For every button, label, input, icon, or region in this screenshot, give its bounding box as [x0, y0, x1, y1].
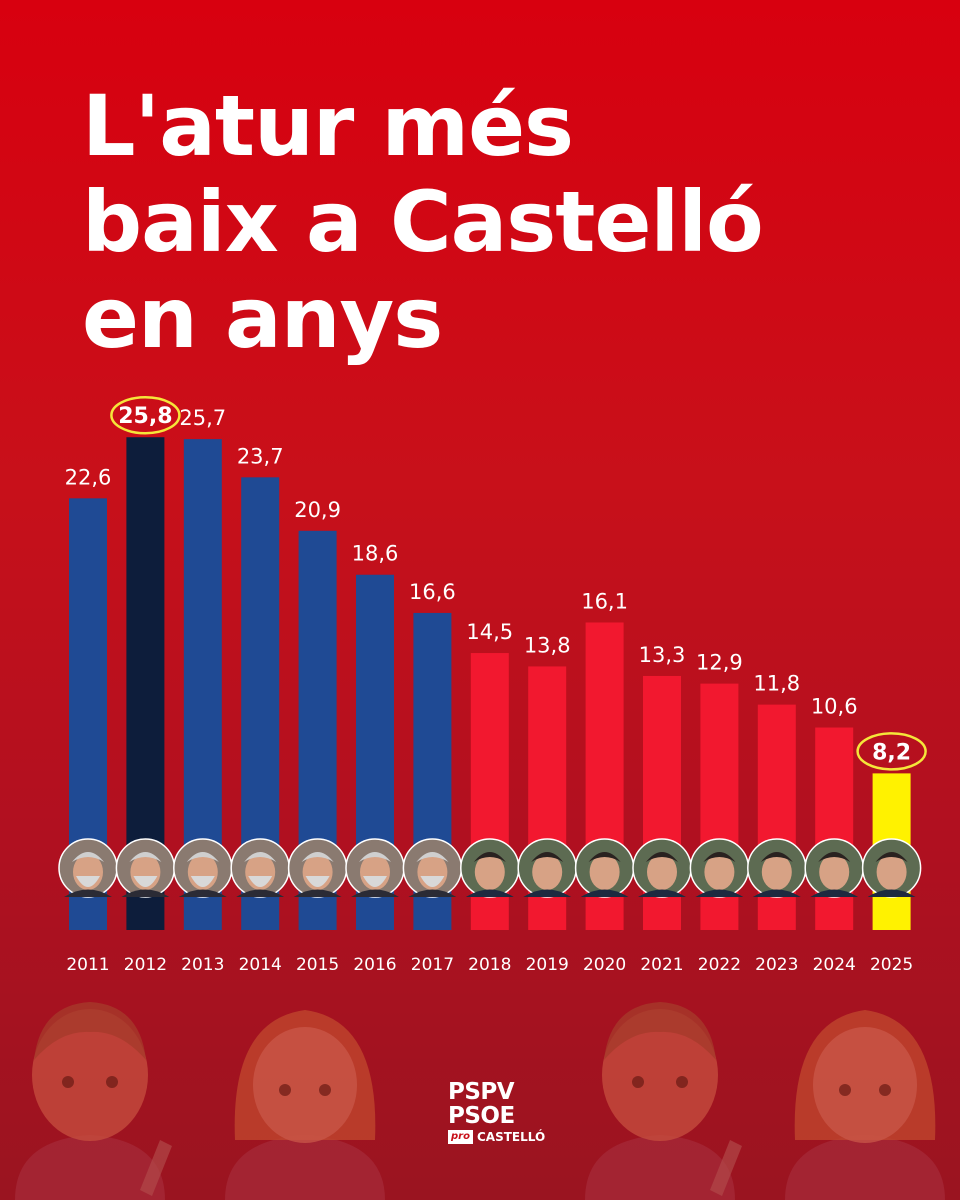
page-title: L'atur més baix a Castelló en anys: [82, 77, 764, 367]
title-line-1: L'atur més: [82, 77, 574, 175]
title-line-3: en anys: [82, 269, 443, 367]
unemployment-bar-chart: 22,6 2011 25,8 2012 25,7 2013 23,7 2014 20,9 2015…: [58, 395, 927, 975]
man-gray-beard-icon-2016: [345, 838, 405, 898]
logo-line-1: PSPV: [448, 1079, 515, 1105]
year-label-2020: 2020: [583, 955, 626, 975]
man-gray-beard-icon-2013: [173, 838, 233, 898]
man-dark-hair-icon-2018: [460, 838, 520, 898]
value-label-2016: 18,6: [352, 542, 399, 566]
party-logo: PSPV PSOE pro CASTELLÓ: [448, 1079, 545, 1144]
year-label-2012: 2012: [124, 955, 167, 975]
man-dark-hair-icon-2020: [574, 838, 635, 898]
man-mechanic-icon: [585, 1002, 742, 1200]
year-label-2023: 2023: [755, 955, 798, 975]
logo-city: CASTELLÓ: [476, 1130, 546, 1144]
title-line-2: baix a Castelló: [82, 173, 764, 271]
man-mechanic-icon: [15, 1002, 172, 1200]
man-dark-hair-icon-2025: [861, 838, 922, 898]
year-label-2018: 2018: [468, 955, 511, 975]
year-label-2019: 2019: [526, 955, 569, 975]
logo-subline: pro CASTELLÓ: [448, 1130, 545, 1144]
man-dark-hair-icon-2024: [804, 838, 864, 898]
value-label-2017: 16,6: [409, 580, 456, 604]
woman-mechanic-icon: [785, 1010, 945, 1200]
man-dark-hair-icon-2023: [747, 838, 807, 898]
value-label-2020: 16,1: [581, 589, 628, 613]
value-label-2018: 14,5: [466, 620, 513, 644]
man-gray-beard-icon-2017: [402, 838, 463, 898]
value-label-2015: 20,9: [294, 498, 341, 522]
year-label-2016: 2016: [353, 955, 396, 975]
logo-pro: pro: [448, 1130, 473, 1144]
woman-mechanic-icon: [225, 1010, 385, 1200]
value-label-2024: 10,6: [811, 695, 858, 719]
year-label-2021: 2021: [640, 955, 683, 975]
year-label-2025: 2025: [870, 955, 913, 975]
year-label-2014: 2014: [239, 955, 282, 975]
man-gray-beard-icon-2012: [115, 838, 176, 898]
value-label-2023: 11,8: [753, 672, 800, 696]
year-label-2015: 2015: [296, 955, 339, 975]
man-gray-beard-icon-2014: [230, 838, 290, 898]
man-dark-hair-icon-2022: [689, 838, 750, 898]
man-dark-hair-icon-2019: [517, 838, 577, 898]
value-label-2014: 23,7: [237, 444, 284, 468]
value-label-2012: 25,8: [118, 404, 172, 429]
year-label-2011: 2011: [66, 955, 109, 975]
year-label-2013: 2013: [181, 955, 224, 975]
man-gray-beard-icon-2011: [58, 838, 118, 898]
highlight-circle-2025: [856, 732, 927, 771]
value-label-2022: 12,9: [696, 651, 743, 675]
year-label-2017: 2017: [411, 955, 454, 975]
bar-2024: [815, 727, 854, 930]
logo-line-2: PSOE: [448, 1103, 515, 1129]
highlight-circle-2012: [110, 395, 181, 435]
year-label-2022: 2022: [698, 955, 741, 975]
value-label-2011: 22,6: [65, 465, 112, 489]
value-label-2021: 13,3: [639, 643, 686, 667]
value-label-2019: 13,8: [524, 633, 571, 657]
year-label-2024: 2024: [813, 955, 856, 975]
value-label-2025: 8,2: [872, 740, 911, 765]
man-gray-beard-icon-2015: [287, 838, 348, 898]
man-dark-hair-icon-2021: [632, 838, 692, 898]
value-label-2013: 25,7: [179, 406, 226, 430]
